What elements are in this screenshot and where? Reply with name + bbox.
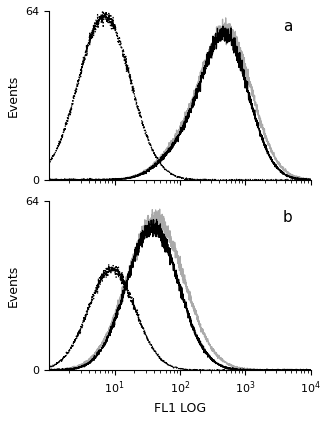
Y-axis label: Events: Events — [7, 74, 20, 116]
X-axis label: FL1 LOG: FL1 LOG — [154, 402, 206, 415]
Y-axis label: Events: Events — [7, 265, 20, 307]
Text: b: b — [283, 210, 292, 225]
Text: a: a — [283, 19, 292, 35]
